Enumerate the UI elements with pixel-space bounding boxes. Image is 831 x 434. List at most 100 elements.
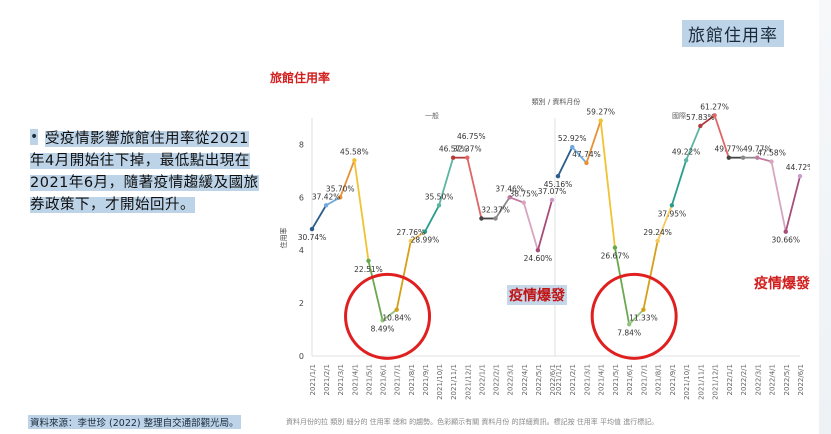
data-point <box>521 200 526 205</box>
series-line-segment <box>339 159 356 198</box>
data-point <box>755 155 760 160</box>
data-point <box>584 160 589 166</box>
series-line-segment <box>671 160 687 206</box>
data-point <box>338 195 343 200</box>
data-point <box>626 322 632 327</box>
series-line-segment <box>642 240 659 310</box>
series-line-segment <box>438 157 455 206</box>
x-tick-label: 2021/6/1 <box>380 364 388 395</box>
panel-label: 國際 <box>672 111 686 120</box>
annotation-outbreak-general: 疫情爆發 <box>507 285 567 305</box>
series-line-segment <box>466 157 483 219</box>
x-tick-label: 2021/10/1 <box>683 364 691 400</box>
series-line-segment <box>557 146 574 177</box>
data-point <box>549 197 555 203</box>
panel-label: 一般 <box>425 111 439 120</box>
x-tick-label: 2021/1/1 <box>309 364 317 395</box>
data-point <box>612 245 618 250</box>
data-point <box>570 144 575 150</box>
x-tick-label: 2021/11/1 <box>450 364 458 400</box>
data-label: 22.51% <box>354 265 383 274</box>
series-line-segment <box>353 160 370 261</box>
bullet-text: 受疫情影響旅館住用率從2021年4月開始往下掉，最低點出現在2021年6月，隨著… <box>30 131 259 213</box>
series-line-segment <box>311 204 327 230</box>
x-tick-label: 2021/5/1 <box>365 364 373 395</box>
x-tick-label: 2021/3/1 <box>583 364 591 395</box>
data-label: 32.37% <box>481 205 510 214</box>
slide-title: 旅館住用率 <box>682 20 784 47</box>
data-label: 8.49% <box>371 324 395 333</box>
data-label: 38.75% <box>509 190 538 199</box>
data-point <box>380 318 385 323</box>
chart-title: 旅館住用率 <box>270 71 331 85</box>
data-label: 45.58% <box>340 147 369 156</box>
series-line-segment <box>628 309 645 325</box>
x-tick-label: 2022/3/1 <box>754 364 762 395</box>
series-line-segment <box>395 240 412 310</box>
x-tick-label: 2022/5/1 <box>535 364 543 395</box>
data-point <box>797 173 803 179</box>
data-point <box>394 307 399 312</box>
slide-edge-bar <box>819 0 831 434</box>
data-label: 37.46% <box>495 184 524 193</box>
data-point <box>655 238 660 244</box>
data-label: 35.50% <box>425 192 454 201</box>
series-line-segment <box>784 175 801 232</box>
source-note: 資料來源：李世珍 (2022) 整理自交通部觀光局。 <box>28 415 241 429</box>
series-line-segment <box>571 146 588 164</box>
x-tick-label: 2021/3/1 <box>337 364 345 395</box>
series-line-segment <box>367 260 384 321</box>
data-point <box>726 155 732 160</box>
data-label: 37.42% <box>312 192 341 201</box>
series-line-segment <box>656 204 673 242</box>
data-label: 35.70% <box>326 184 355 193</box>
data-label: 27.76% <box>397 228 426 237</box>
data-point <box>479 216 484 221</box>
data-label: 37.07% <box>538 187 567 196</box>
data-label: 28.99% <box>411 236 440 245</box>
occupancy-line-chart: 類別 / 資料月份 0 2 4 6 8 住用率 一般 2021/1/1 2021/2/1 2021/… <box>279 97 810 400</box>
x-tick-label: 2021/7/1 <box>394 364 402 395</box>
data-point <box>507 195 512 200</box>
annotation-outbreak-international: 疫情爆發 <box>754 276 810 292</box>
data-point <box>309 226 315 232</box>
x-tick-label: 2021/8/1 <box>408 364 416 395</box>
data-label: 37.95% <box>658 209 687 218</box>
data-point <box>422 229 428 234</box>
x-tick-label: 2022/2/1 <box>740 364 748 395</box>
data-label: 44.72% <box>786 163 810 172</box>
data-point <box>465 155 470 160</box>
x-tick-label: 2022/6/1 <box>549 364 557 395</box>
y-tick-label: 6 <box>299 193 304 202</box>
data-label: 46.57% <box>439 145 468 154</box>
data-label: 7.84% <box>617 328 641 337</box>
data-label: 47.58% <box>757 149 786 158</box>
data-label: 52.92% <box>558 134 587 143</box>
data-point <box>436 203 442 208</box>
x-tick-label: 2022/1/1 <box>726 364 734 395</box>
bullet-dot-icon: • <box>30 129 39 145</box>
data-point <box>352 158 357 163</box>
series-line-segment <box>699 114 716 127</box>
x-tick-label: 2021/2/1 <box>323 364 331 395</box>
data-point <box>712 113 717 118</box>
series-line-segment <box>325 196 341 207</box>
chart-footnote: 資料月份的拉 類別 細分的 住用率 總和 的趨勢。色彩顯示有關 資料月份 的詳細… <box>286 418 659 426</box>
x-tick-label: 2021/2/1 <box>569 364 577 395</box>
x-tick-label: 2021/12/1 <box>464 364 472 400</box>
data-point <box>740 155 746 160</box>
x-tick-label: 2021/7/1 <box>640 364 648 395</box>
x-tick-label: 2022/2/1 <box>493 364 501 395</box>
x-tick-label: 2022/4/1 <box>769 364 777 395</box>
series-line-segment <box>770 161 787 232</box>
x-tick-label: 2022/6/1 <box>797 364 805 395</box>
data-label: 11.33% <box>629 314 658 323</box>
data-label: 24.60% <box>524 254 553 263</box>
highlight-circle <box>590 272 678 360</box>
series-line-segment <box>585 120 602 164</box>
data-label: 10.84% <box>382 314 411 323</box>
series-line-segment <box>410 230 426 242</box>
x-tick-label: 2021/9/1 <box>422 364 430 395</box>
x-tick-label: 2021/8/1 <box>655 364 663 395</box>
y-tick-label: 0 <box>299 352 304 361</box>
